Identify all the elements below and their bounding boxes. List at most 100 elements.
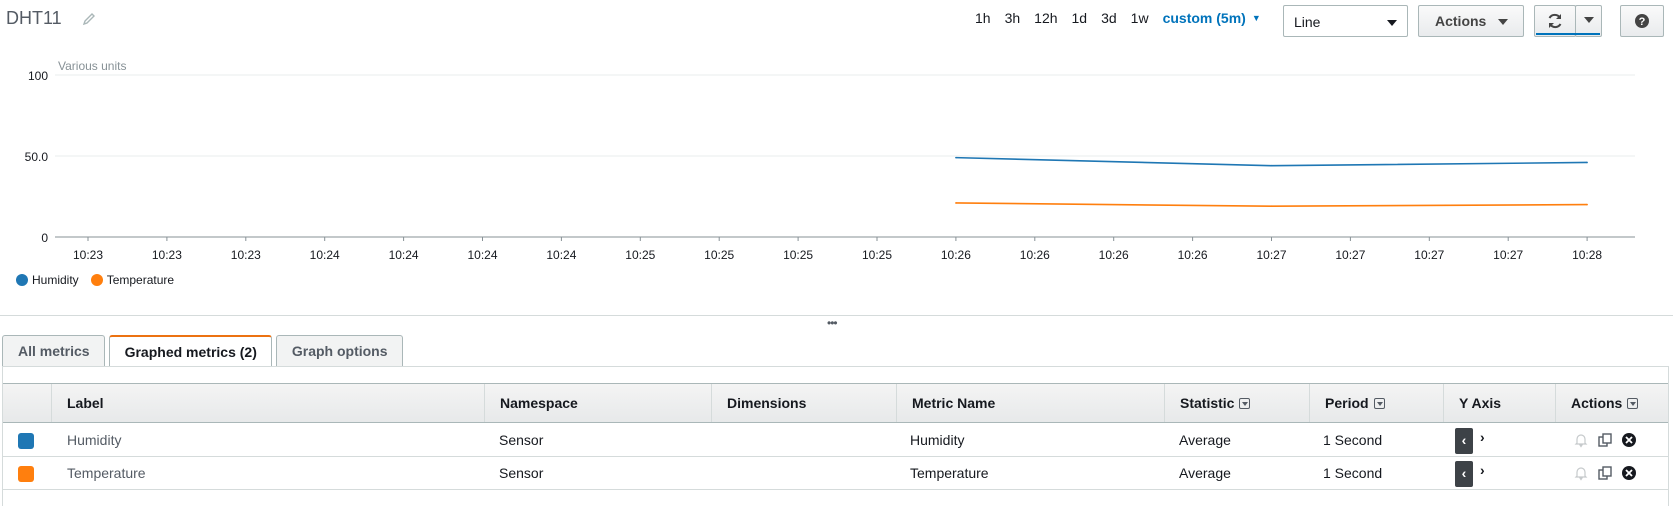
row-namespace: Sensor xyxy=(499,465,544,481)
x-tick-label: 10:26 xyxy=(1178,248,1208,262)
x-tick-label: 10:27 xyxy=(1256,248,1286,262)
x-tick-label: 10:27 xyxy=(1335,248,1365,262)
row-label[interactable]: Humidity xyxy=(67,432,122,448)
help-button[interactable]: ? xyxy=(1620,5,1664,37)
legend-item-humidity[interactable]: Humidity xyxy=(16,273,79,287)
time-range-selector: 1h 3h 12h 1d 3d 1w custom (5m) ▼ xyxy=(975,10,1275,26)
y-axis-left-button[interactable]: ‹ xyxy=(1455,428,1473,454)
data-point-temperature xyxy=(955,202,957,204)
dashboard-title: DHT11 xyxy=(6,8,62,28)
x-tick-label: 10:23 xyxy=(73,248,103,262)
x-tick-label: 10:26 xyxy=(1020,248,1050,262)
y-axis-right-button[interactable]: › xyxy=(1480,462,1485,478)
actions-button-label: Actions xyxy=(1435,13,1487,29)
series-line-humidity xyxy=(955,156,1588,167)
y-axis-right-button[interactable]: › xyxy=(1480,429,1485,445)
header-metric-name[interactable]: Metric Name xyxy=(896,384,1164,422)
header-statistic-label: Statistic xyxy=(1180,395,1235,411)
dropdown-icon[interactable] xyxy=(1373,398,1385,409)
row-statistic[interactable]: Average xyxy=(1179,432,1231,448)
panel-divider xyxy=(0,315,1673,316)
x-tick-label: 10:27 xyxy=(1414,248,1444,262)
data-point-humidity xyxy=(955,156,957,159)
tab-graphed-metrics[interactable]: Graphed metrics (2) xyxy=(108,335,272,367)
x-tick-label: 10:27 xyxy=(1493,248,1523,262)
tab-graph-options[interactable]: Graph options xyxy=(275,335,403,366)
y-tick-label: 0 xyxy=(41,231,48,245)
refresh-options-button[interactable] xyxy=(1575,5,1602,37)
series-color-swatch[interactable] xyxy=(18,466,34,482)
row-statistic[interactable]: Average xyxy=(1179,465,1231,481)
chevron-down-icon xyxy=(1387,20,1397,26)
chevron-down-icon[interactable]: ▼ xyxy=(1251,13,1261,23)
header-actions-label: Actions xyxy=(1571,395,1623,411)
x-tick-label: 10:24 xyxy=(467,248,497,262)
legend-label: Humidity xyxy=(32,273,79,287)
table-row: Temperature Sensor Temperature Average 1… xyxy=(3,457,1668,490)
bell-icon[interactable] xyxy=(1573,432,1589,448)
chevron-down-icon xyxy=(1584,17,1594,23)
x-tick-label: 10:24 xyxy=(310,248,340,262)
legend-item-temperature[interactable]: Temperature xyxy=(90,273,175,287)
table-header: Label Namespace Dimensions Metric Name S… xyxy=(3,383,1668,423)
row-metric-name: Humidity xyxy=(910,432,965,448)
x-tick-label: 10:25 xyxy=(704,248,734,262)
range-1w[interactable]: 1w xyxy=(1130,10,1149,26)
data-point-humidity xyxy=(1270,164,1273,167)
pencil-icon[interactable] xyxy=(82,12,96,26)
legend-swatch xyxy=(90,274,103,286)
x-tick-label: 10:23 xyxy=(152,248,182,262)
y-axis-left-button[interactable]: ‹ xyxy=(1455,461,1473,487)
x-tick-label: 10:25 xyxy=(783,248,813,262)
close-circle-icon[interactable] xyxy=(1621,432,1637,448)
header-dimensions[interactable]: Dimensions xyxy=(711,384,896,422)
tab-bar: All metrics Graphed metrics (2) Graph op… xyxy=(2,335,407,367)
copy-icon[interactable] xyxy=(1597,465,1613,481)
x-tick-label: 10:26 xyxy=(1099,248,1129,262)
data-point-temperature xyxy=(1586,203,1588,206)
chart-legend: Humidity Temperature xyxy=(16,273,186,287)
range-12h[interactable]: 12h xyxy=(1034,10,1058,26)
tab-all-metrics[interactable]: All metrics xyxy=(2,335,105,366)
dropdown-icon[interactable] xyxy=(1627,398,1639,409)
header-statistic[interactable]: Statistic xyxy=(1164,384,1309,422)
actions-button[interactable]: Actions xyxy=(1418,5,1524,37)
row-period[interactable]: 1 Second xyxy=(1323,432,1383,448)
resize-grip-icon[interactable]: ••• xyxy=(827,316,838,330)
range-1h[interactable]: 1h xyxy=(975,10,991,26)
close-circle-icon[interactable] xyxy=(1621,465,1637,481)
x-tick-label: 10:24 xyxy=(389,248,419,262)
row-namespace: Sensor xyxy=(499,432,544,448)
bell-icon[interactable] xyxy=(1573,465,1589,481)
header-y-axis: Y Axis xyxy=(1443,384,1555,422)
x-tick-label: 10:25 xyxy=(625,248,655,262)
table-row: Humidity Sensor Humidity Average 1 Secon… xyxy=(3,424,1668,457)
header-color-column xyxy=(3,384,51,422)
header-period[interactable]: Period xyxy=(1309,384,1443,422)
copy-icon[interactable] xyxy=(1597,432,1613,448)
dropdown-icon[interactable] xyxy=(1239,398,1251,409)
x-tick-label: 10:28 xyxy=(1572,248,1602,262)
range-3d[interactable]: 3d xyxy=(1101,10,1117,26)
row-label[interactable]: Temperature xyxy=(67,465,146,481)
header-label[interactable]: Label xyxy=(51,384,484,422)
range-custom[interactable]: custom (5m) xyxy=(1162,10,1246,26)
y-tick-label: 50.0 xyxy=(25,150,49,164)
range-3h[interactable]: 3h xyxy=(1004,10,1021,26)
header-period-label: Period xyxy=(1325,395,1369,411)
data-point-temperature xyxy=(1270,205,1273,208)
refresh-indicator xyxy=(1536,33,1600,35)
range-1d[interactable]: 1d xyxy=(1071,10,1088,26)
help-icon: ? xyxy=(1635,14,1649,28)
row-period[interactable]: 1 Second xyxy=(1323,465,1383,481)
svg-text:?: ? xyxy=(1639,16,1646,28)
chart-type-select[interactable]: Line xyxy=(1283,5,1408,37)
header-actions[interactable]: Actions xyxy=(1555,384,1668,422)
chart-type-value: Line xyxy=(1294,14,1321,30)
chevron-down-icon xyxy=(1498,19,1508,25)
series-color-swatch[interactable] xyxy=(18,433,34,449)
row-metric-name: Temperature xyxy=(910,465,989,481)
legend-label: Temperature xyxy=(106,273,175,287)
refresh-button[interactable] xyxy=(1534,5,1576,37)
header-namespace[interactable]: Namespace xyxy=(484,384,711,422)
